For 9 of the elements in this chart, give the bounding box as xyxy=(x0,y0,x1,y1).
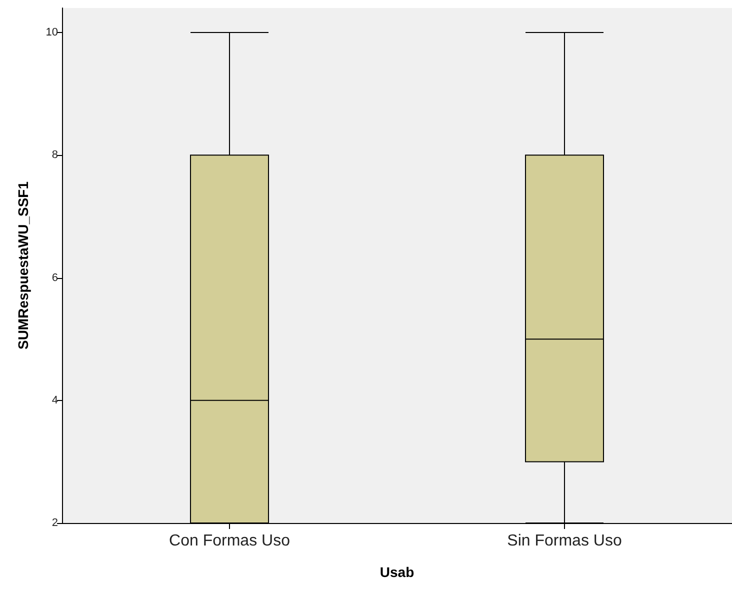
y-axis-title: SUMRespuestaWU_SSF1 xyxy=(15,181,31,350)
x-axis-title: Usab xyxy=(380,564,414,580)
x-tick-label: Con Formas Uso xyxy=(169,532,290,550)
y-tick-label: 6 xyxy=(52,272,58,284)
y-tick-label: 2 xyxy=(52,517,58,529)
y-tick-label: 8 xyxy=(52,149,58,162)
y-tick-label: 10 xyxy=(46,26,58,39)
y-tick-label: 4 xyxy=(52,394,58,406)
x-tick-label: Sin Formas Uso xyxy=(507,532,622,550)
